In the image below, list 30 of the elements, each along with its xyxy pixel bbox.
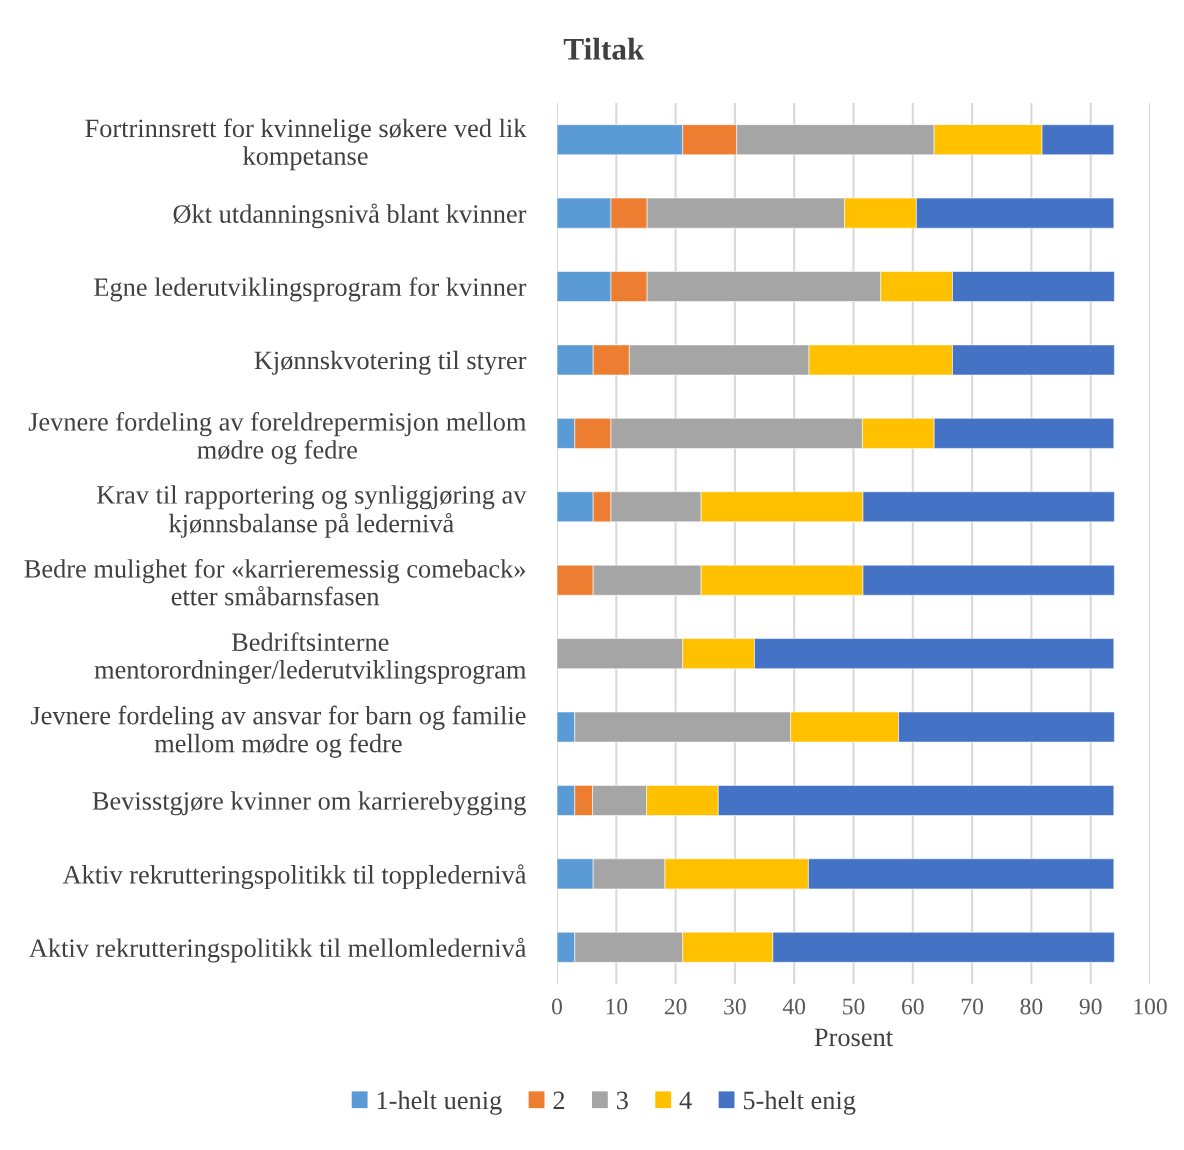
x-tick-label: 90 xyxy=(1079,998,1102,1015)
legend-label: 1-helt uenig xyxy=(377,1090,502,1115)
x-tick-label: 30 xyxy=(724,998,746,1015)
x-tick-label: 100 xyxy=(1134,998,1167,1015)
y-tick-label: Økt utdanningsnivå blant kvinner xyxy=(173,203,527,229)
x-tick-label: 0 xyxy=(552,998,562,1015)
y-tick-label: Kjønnskvotering til styrer xyxy=(254,350,527,375)
legend-label: 3 xyxy=(616,1091,628,1110)
y-tick-label: Egne lederutviklingsprogram for kvinner xyxy=(94,277,527,302)
x-tick-label: 80 xyxy=(1020,998,1043,1015)
legend-label: 2 xyxy=(553,1091,565,1110)
x-tick-label: 20 xyxy=(664,998,687,1015)
chart-title: Tiltak xyxy=(563,37,645,60)
y-tick-label: Jevnere fordeling av foreldrepermisjon mellom mødre og fedre xyxy=(28,411,527,465)
x-tick-label: 70 xyxy=(961,998,984,1015)
y-tick-label: Aktiv rekrutteringspolitikk til toppledernivå xyxy=(62,864,527,890)
y-tick-label: Bedre mulighet for «karrieremessig comeback» etter småbarnsfasen xyxy=(24,558,525,606)
legend-label: 4 xyxy=(679,1091,692,1110)
y-tick-label: Bedriftsinterne mentorordninger/lederutviklingsprogram xyxy=(94,632,527,685)
y-tick-label: Bevisstgjøre kvinner om karrierebygging xyxy=(92,791,526,816)
x-tick-label: 60 xyxy=(902,998,924,1015)
y-tick-label: Jevnere fordeling av ansvar for barn og familie mellom mødre og fedre xyxy=(30,705,526,758)
x-axis-title: Prosent xyxy=(814,1028,893,1047)
y-tick-label: Krav til rapportering og synliggjøring av kjønnsbalanse på ledernivå xyxy=(97,485,527,538)
y-tick-label: Aktiv rekrutteringspolitikk til mellomledernivå xyxy=(29,937,527,963)
legend-label: 5-helt enig xyxy=(743,1090,856,1115)
x-tick-label: 40 xyxy=(782,998,806,1015)
x-tick-label: 10 xyxy=(606,998,628,1015)
x-tick-label: 50 xyxy=(843,998,865,1015)
y-tick-label: Fortrinnsrett for kvinnelige søkere ved lik kompetanse xyxy=(85,118,527,171)
